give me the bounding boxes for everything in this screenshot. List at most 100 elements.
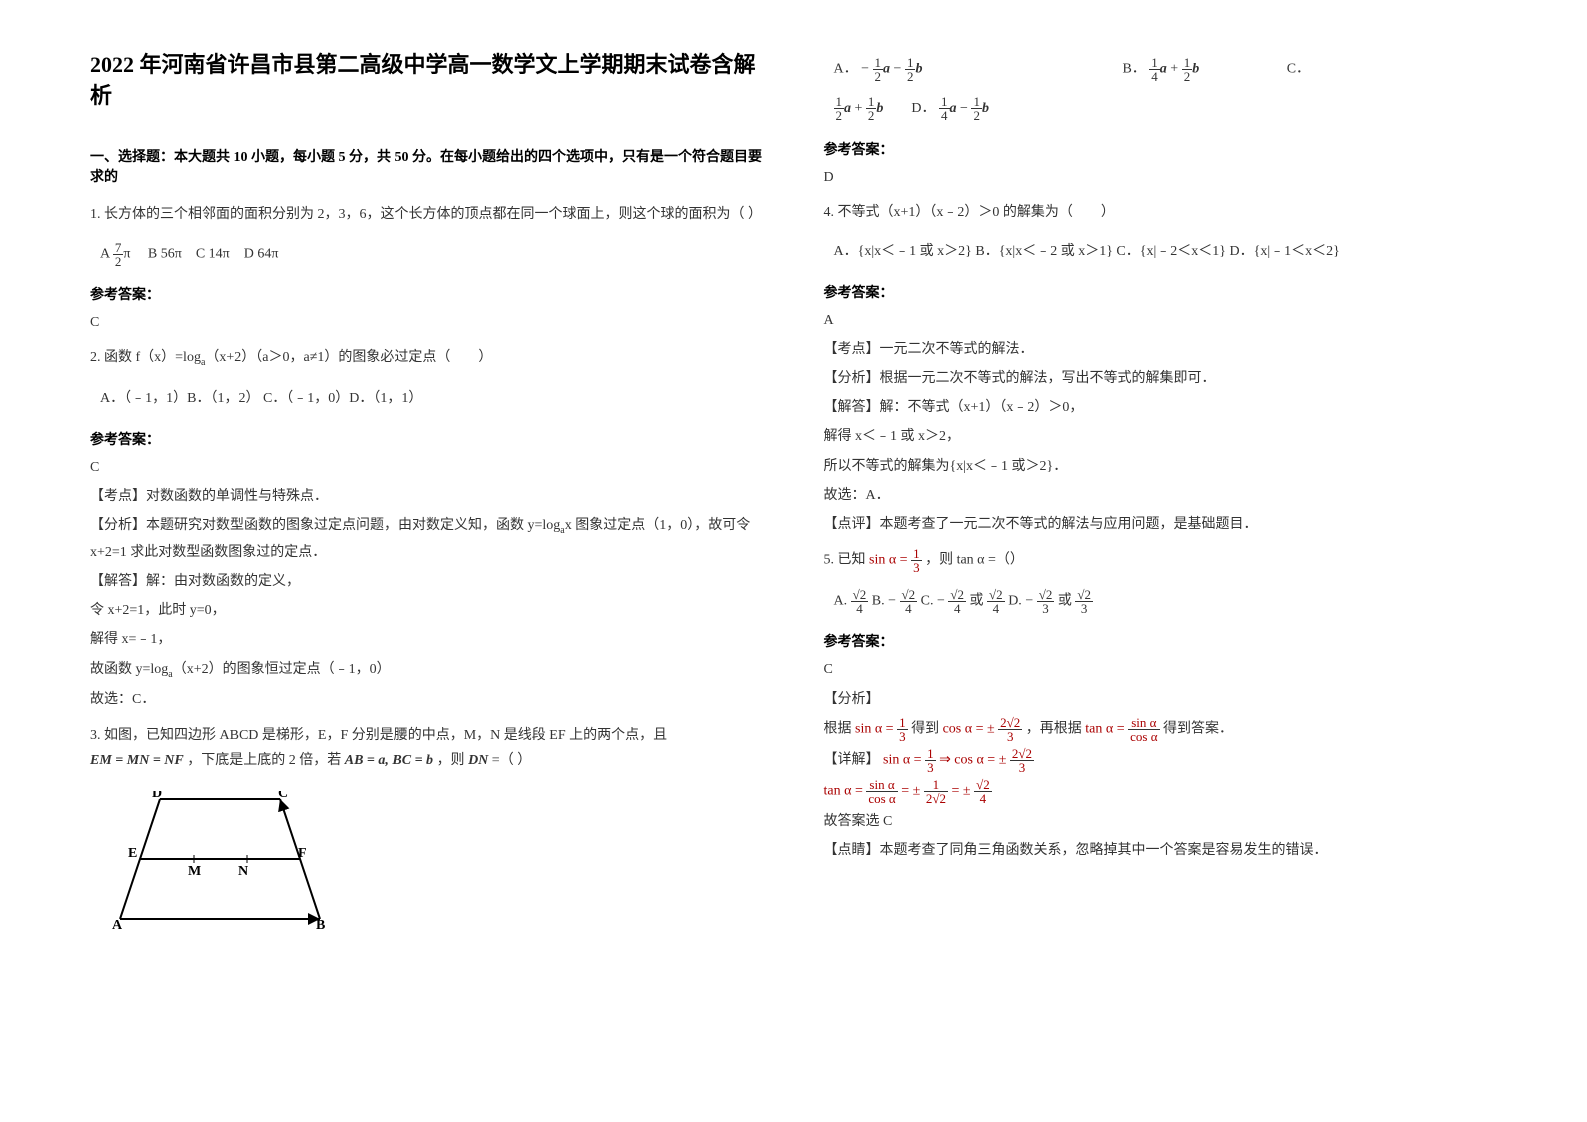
f: 1 [834,95,845,109]
q3-optD: D． 14a − 12b [911,101,989,116]
q2-options: A．（﹣1，1）B．（1，2） C．（﹣1，0）D．（1，1） [100,386,764,413]
q3-stem-b: EM = MN = NF [90,753,184,768]
t: sin α = [883,753,925,768]
f: 2 [873,70,884,83]
f: 1 [1182,56,1193,70]
q1-optC: C 14π [196,247,230,262]
q2-p6b: （x+2）的图象恒过定点（﹣1，0） [173,662,391,677]
f: 1 [924,778,948,792]
q5-optC2: √24 [987,588,1005,615]
f: 2√23 [998,716,1022,743]
f: 4 [1149,70,1160,83]
f: 2 [834,109,845,122]
q5-optA: √24 [851,588,869,615]
q1-optD: D 64π [244,247,279,262]
section-1-heading: 一、选择题：本大题共 10 小题，每小题 5 分，共 50 分。在每小题给出的四… [90,146,764,186]
q3-stem-d: AB = a, BC = b [345,753,433,768]
q4-options: A．{x|x＜﹣1 或 x＞2} B．{x|x＜﹣2 或 x＞1} C．{x|﹣… [834,239,1498,266]
f: 3 [998,730,1022,743]
f: sin α [866,778,897,792]
q5-optB-sign: − [888,594,896,609]
q5-stem-a: 5. 已知 [824,553,870,568]
q3-stem-a: 3. 如图，已知四边形 ABCD 是梯形，E，F 分别是腰的中点，M，N 是线段… [90,728,667,743]
f: 3 [897,730,908,743]
q5-optB-pre: B. [872,594,888,609]
q5-optD-pre: D. [1008,594,1025,609]
f: 1 [971,95,982,109]
svg-text:D: D [152,791,162,801]
q5-answer-label: 参考答案： [824,631,1498,651]
f: 4 [900,602,918,615]
t: 得到答案． [1163,722,1233,737]
q3-optC-pre-only: C． [1287,62,1310,77]
f: √2 [1075,588,1093,602]
m: + [1170,62,1181,77]
f: 4 [987,602,1005,615]
t: 根据 [824,722,856,737]
q5-options: A. √24 B. − √24 C. − √24 或 √24 D. − √23 … [834,588,1498,615]
q2-p6a: 故函数 y=log [90,662,168,677]
f: √2 [851,588,869,602]
q4-stem: 4. 不等式（x+1）（x﹣2）＞0 的解集为（ ） [824,200,1498,225]
q2-answer-label: 参考答案： [90,429,764,449]
f: √2 [987,588,1005,602]
q5-p2: 根据 sin α = 13 得到 cos α = ± 2√23 ，再根据 tan… [824,716,1498,743]
f: √2 [1037,588,1055,602]
t: tan α = [824,784,867,799]
q2-p1: 【考点】对数函数的单调性与特殊点． [90,484,764,509]
page: 2022 年河南省许昌市县第二高级中学高一数学文上学期期末试卷含解析 一、选择题… [0,0,1587,1122]
q2-stem-a: 2. 函数 f（x）=log [90,350,201,365]
q4-answer: A [824,308,1498,333]
q3-optB-pre: B． [1122,62,1145,77]
f: 2 [971,109,982,122]
q3-optC-f1: 12 [834,95,845,122]
f: sin αcos α [866,778,897,805]
svg-text:E: E [128,846,137,861]
q5-optD-or: 或 [1058,594,1076,609]
right-column: A． − 12a − 12b B． 14a + 12b C． 12a + [824,50,1498,1072]
t: = ± [951,784,970,799]
q3-optB-f1: 14 [1149,56,1160,83]
f: sin αcos α [1128,716,1159,743]
q5-optD1-sign: − [1025,594,1033,609]
q4-p7: 【点评】本题考查了一元二次不等式的解法与应用问题，是基础题目． [824,512,1498,537]
m: − [960,101,971,116]
q3-options-row2: 12a + 12b D． 14a − 12b [834,95,1498,122]
q2-answer: C [90,455,764,480]
q4-p4: 解得 x＜﹣1 或 x＞2， [824,424,1498,449]
f: 13 [897,716,908,743]
q5-stem: 5. 已知 sin α = 13 ，则 tan α =（） [824,547,1498,574]
q4-p6: 故选：A． [824,483,1498,508]
v: b [876,101,883,116]
q5-optC1-sign: − [937,594,945,609]
f: √2 [900,588,918,602]
f: 4 [939,109,950,122]
v: a [1160,62,1167,77]
q2-p3: 【解答】解：由对数函数的定义， [90,569,764,594]
t: = ± [901,784,920,799]
t: 得到 [911,722,943,737]
f: 2√2 [998,716,1022,730]
f: √24 [974,778,992,805]
m: + [855,101,866,116]
f: 13 [925,747,936,774]
f: 1 [873,56,884,70]
f: cos α [866,792,897,805]
svg-text:F: F [298,846,307,861]
q1-optA-den: 2 [113,255,124,268]
q4-p1: 【考点】一元二次不等式的解法． [824,337,1498,362]
q3-diagram: A B C D E F M N [110,791,764,936]
q5-stem-eq: sin α = [869,553,911,568]
q5-p4: tan α = sin αcos α = ± 12√2 = ± √24 [824,778,1498,805]
doc-title: 2022 年河南省许昌市县第二高级中学高一数学文上学期期末试卷含解析 [90,50,764,112]
q5-optC1: √24 [948,588,966,615]
q1-optA-frac: 7 2 [113,241,124,268]
q3-stem-e: ，则 [437,753,469,768]
f: 12√2 [924,778,948,805]
m: − [894,62,905,77]
q1-optA-prefix: A [100,247,113,262]
v: a [883,62,890,77]
q1-optB: B 56π [148,247,182,262]
q3-optD-pre: D． [911,101,935,116]
q1-optA-num: 7 [113,241,124,255]
